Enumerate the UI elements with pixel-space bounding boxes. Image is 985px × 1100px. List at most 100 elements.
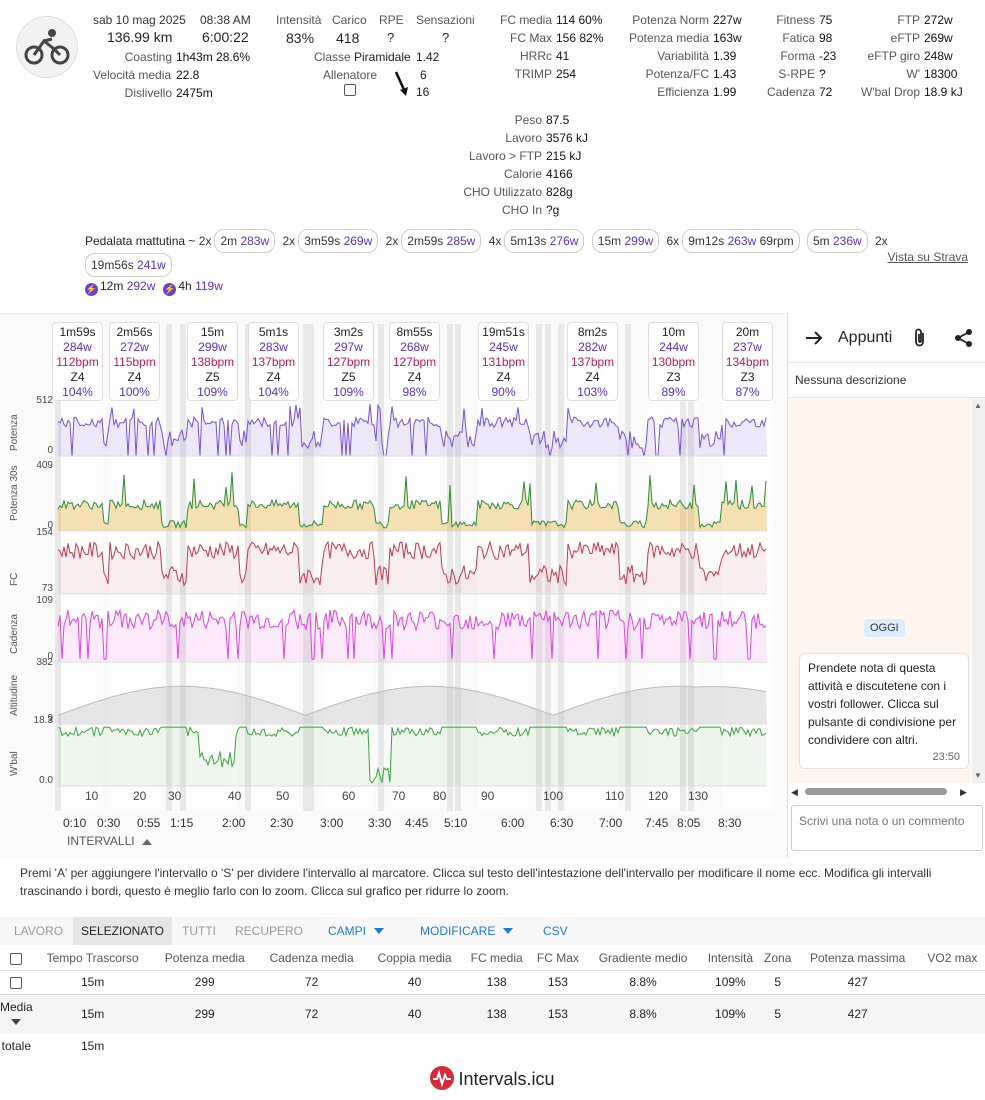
- scroll-right-icon[interactable]: ▶: [960, 787, 967, 797]
- interval-header[interactable]: 19m51s 245w 131bpm Z4 90%: [478, 322, 529, 401]
- lap-chip[interactable]: 9m12s 263w 69rpm: [682, 229, 800, 253]
- interval-z: Z4: [585, 370, 600, 384]
- chevron-down-icon: [503, 928, 514, 934]
- tab-selected[interactable]: SELEZIONATO: [73, 917, 172, 945]
- avg-cell: 40: [366, 993, 463, 1034]
- interval-header[interactable]: 3m2s 297w 127bpm Z5 109%: [323, 322, 374, 401]
- intervals-toggle[interactable]: INTERVALLI: [67, 834, 152, 848]
- interval-header[interactable]: 8m2s 282w 137bpm Z4 103%: [567, 322, 618, 401]
- interval-header[interactable]: 10m 244w 130bpm Z3 89%: [648, 322, 699, 401]
- scroll-down-icon[interactable]: ▼: [974, 771, 982, 780]
- notes-title: Appunti: [838, 329, 893, 346]
- column-header[interactable]: FC Max: [536, 950, 579, 965]
- stat-label: TRIMP: [514, 67, 552, 81]
- stat-label: Cadenza: [766, 85, 815, 99]
- lap-chip[interactable]: 19m56s 241w: [85, 253, 172, 277]
- lap-chip[interactable]: 15m 299w: [591, 229, 660, 253]
- column-header[interactable]: Gradiente medio: [598, 950, 688, 965]
- y-tick-max: 512: [36, 395, 53, 406]
- lap-chip[interactable]: 3m59s 269w: [298, 229, 379, 253]
- interval-w: 297w: [334, 340, 363, 354]
- select-all-checkbox[interactable]: [10, 952, 23, 965]
- lap-number: 100: [543, 789, 564, 803]
- scroll-left-icon[interactable]: ◀: [791, 787, 798, 797]
- rpe-value[interactable]: ?: [387, 30, 395, 45]
- tab-all[interactable]: TUTTI: [182, 924, 216, 938]
- power30-area: [58, 472, 767, 531]
- share-icon[interactable]: [954, 328, 974, 348]
- row-checkbox[interactable]: [10, 976, 23, 989]
- interval-w: 283w: [259, 340, 288, 354]
- column-header[interactable]: Zona: [764, 950, 792, 965]
- lap-chip[interactable]: 2m59s 285w: [401, 229, 482, 253]
- column-header[interactable]: Cadenza media: [269, 950, 354, 965]
- rpe-label[interactable]: RPE: [379, 13, 404, 27]
- interval-t: 8m55s: [396, 325, 433, 339]
- stat-value: -23: [819, 49, 837, 63]
- time-tick: 7:45: [645, 816, 669, 830]
- activity-name[interactable]: Pedalata mattutina ~: [85, 234, 196, 248]
- intensity-value: 83%: [286, 30, 315, 46]
- tab-fields[interactable]: CAMPI: [320, 917, 392, 945]
- altitude-area: [58, 686, 767, 724]
- lap-chip[interactable]: 5m 236w: [806, 229, 868, 253]
- speed-label: Velocità media: [93, 68, 172, 82]
- feel-value[interactable]: ?: [442, 30, 450, 45]
- interval-z: Z3: [740, 370, 755, 384]
- lap-chip[interactable]: 5m13s 276w: [504, 229, 585, 253]
- lap-multiplier: 4x: [488, 234, 502, 248]
- column-header[interactable]: Tempo Trascorso: [46, 950, 139, 965]
- interval-p: 98%: [402, 385, 427, 399]
- column-header[interactable]: Potenza massima: [809, 950, 906, 965]
- column-header[interactable]: Intensità: [707, 950, 754, 965]
- stat-label: Fitness: [776, 13, 815, 27]
- interval-header[interactable]: 20m 237w 134bpm Z3 87%: [722, 322, 773, 401]
- interval-p: 109%: [197, 385, 228, 399]
- strava-link[interactable]: Vista su Strava: [887, 250, 968, 264]
- y-axis-label: Potenza 30s: [9, 465, 20, 521]
- column-header[interactable]: Potenza media: [164, 950, 245, 965]
- column-header[interactable]: FC media: [470, 950, 523, 965]
- interval-t: 2m56s: [116, 325, 153, 339]
- interval-header[interactable]: 15m 299w 138bpm Z5 109%: [187, 322, 238, 401]
- stat-value: 254: [556, 67, 577, 81]
- interval-header[interactable]: 2m56s 272w 115bpm Z4 100%: [109, 322, 160, 401]
- tab-modify[interactable]: MODIFICARE: [412, 917, 521, 945]
- y-axis-label: Potenza: [9, 414, 20, 451]
- lap-number: 60: [342, 789, 356, 803]
- stat-value: 1.43: [713, 67, 737, 81]
- interval-p: 87%: [735, 385, 760, 399]
- coach-checkbox[interactable]: [344, 84, 356, 96]
- scroll-up-icon[interactable]: ▲: [974, 401, 982, 410]
- tab-recovery[interactable]: RECUPERO: [235, 924, 304, 938]
- tab-work[interactable]: LAVORO: [14, 924, 64, 938]
- table-cell: 138: [462, 969, 531, 994]
- chevron-down-icon[interactable]: [11, 1019, 22, 1026]
- interval-gap: [55, 324, 61, 811]
- notes-message: Prendete nota di questa attività e discu…: [799, 653, 969, 769]
- table-cell: 40: [366, 969, 463, 994]
- time-tick: 6:00: [501, 816, 525, 830]
- arrow-right-icon[interactable]: [804, 329, 824, 347]
- interval-header[interactable]: 1m59s 284w 112bpm Z4 104%: [52, 322, 103, 401]
- interval-header[interactable]: 8m55s 268w 127bpm Z4 98%: [389, 322, 440, 401]
- notes-scrollbar[interactable]: [972, 399, 985, 783]
- notes-horizontal-scrollbar[interactable]: [805, 788, 947, 795]
- interval-header[interactable]: 5m1s 283w 137bpm Z4 104%: [248, 322, 299, 401]
- activity-chart-area[interactable]: [0, 313, 787, 858]
- stat-label: FC media: [499, 13, 552, 27]
- lap-chip[interactable]: 2m 283w: [214, 229, 276, 253]
- activity-charts-svg[interactable]: [0, 314, 787, 859]
- feel-label[interactable]: Sensazioni: [416, 13, 475, 27]
- notes-empty-description: Nessuna descrizione: [788, 362, 985, 398]
- tab-csv[interactable]: CSV: [543, 924, 568, 938]
- interval-z: Z3: [666, 370, 681, 384]
- paperclip-icon[interactable]: [912, 327, 928, 349]
- note-input[interactable]: [791, 805, 983, 851]
- column-header[interactable]: Coppia media: [377, 950, 452, 965]
- power-area: [58, 404, 767, 456]
- column-header[interactable]: VO2 max: [927, 950, 978, 965]
- time-tick: 5:10: [444, 816, 468, 830]
- stat-label: S-RPE: [778, 67, 815, 81]
- stat-value: 215 kJ: [546, 149, 582, 163]
